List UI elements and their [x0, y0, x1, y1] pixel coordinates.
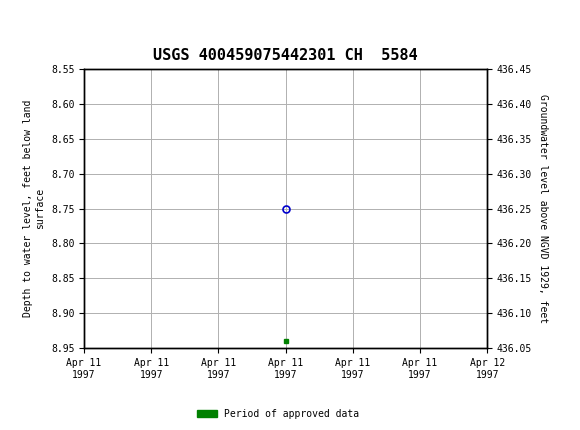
Y-axis label: Depth to water level, feet below land
surface: Depth to water level, feet below land su…: [23, 100, 45, 317]
Legend: Period of approved data: Period of approved data: [193, 405, 364, 423]
Y-axis label: Groundwater level above NGVD 1929, feet: Groundwater level above NGVD 1929, feet: [538, 94, 548, 323]
Title: USGS 400459075442301 CH  5584: USGS 400459075442301 CH 5584: [153, 49, 418, 64]
Text: ≡: ≡: [3, 6, 21, 26]
Text: USGS: USGS: [32, 7, 83, 25]
